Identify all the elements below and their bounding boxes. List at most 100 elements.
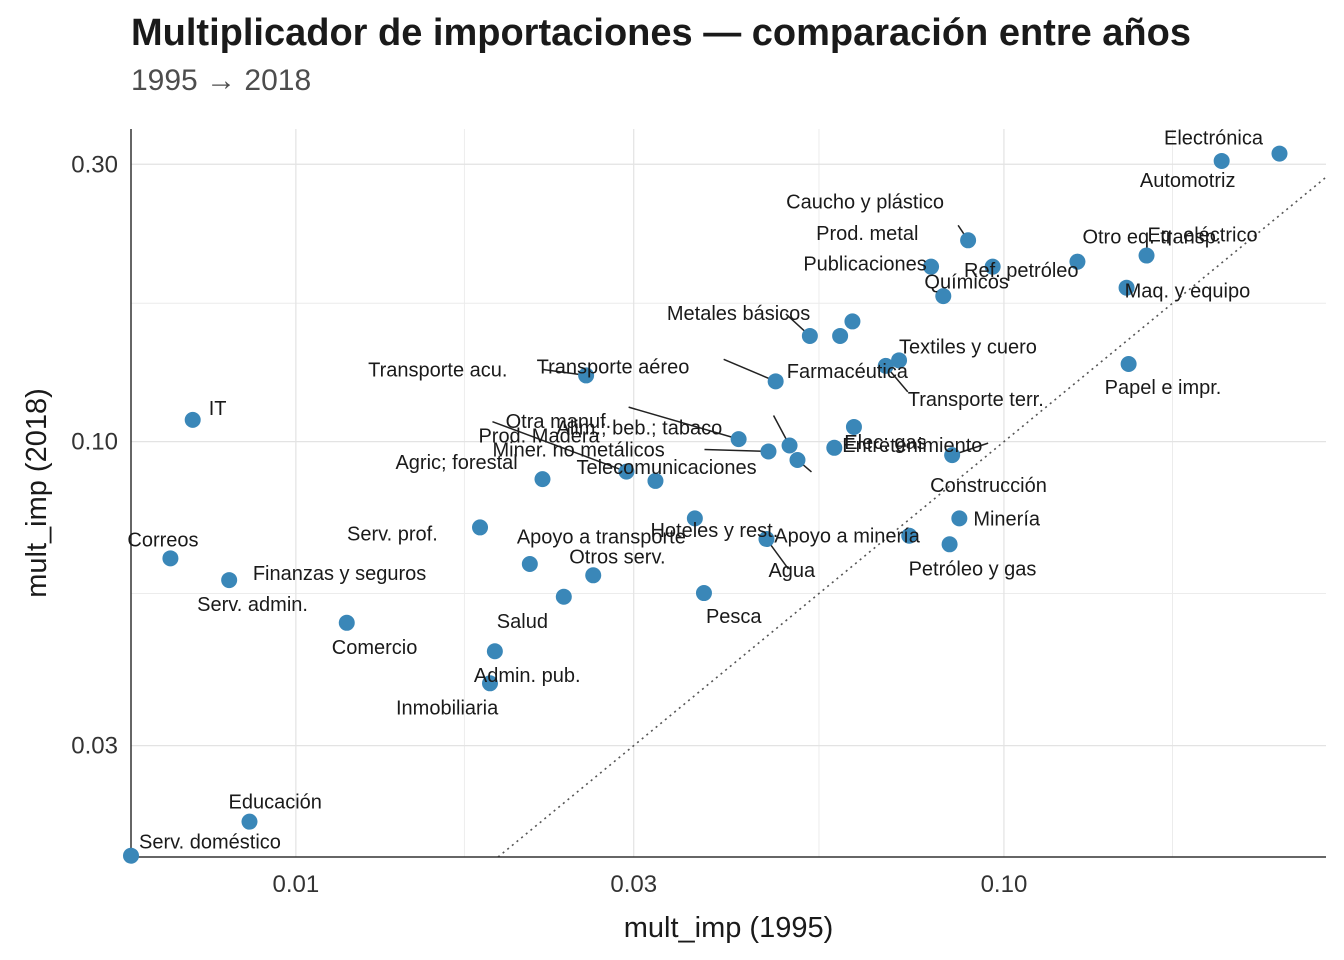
point-label: Entretenimiento bbox=[842, 435, 982, 457]
data-point bbox=[789, 451, 806, 468]
data-point bbox=[832, 327, 849, 344]
data-point bbox=[555, 588, 572, 605]
point-label: Agua bbox=[768, 560, 816, 582]
data-point bbox=[923, 258, 940, 275]
data-point bbox=[801, 327, 818, 344]
data-point bbox=[486, 643, 503, 660]
data-point bbox=[472, 519, 489, 536]
data-point bbox=[877, 357, 894, 374]
point-label: Hoteles y rest. bbox=[650, 520, 778, 542]
point-label: Petróleo y gas bbox=[909, 558, 1037, 580]
y-tick-label: 0.30 bbox=[71, 151, 118, 178]
leader-line bbox=[723, 358, 776, 383]
point-label: Minería bbox=[973, 508, 1041, 530]
x-tick-label: 0.01 bbox=[273, 871, 320, 898]
data-point bbox=[221, 572, 238, 589]
data-point bbox=[647, 472, 664, 489]
data-point bbox=[481, 675, 498, 692]
data-point bbox=[521, 555, 538, 572]
point-label: Alim.; beb.; tabaco bbox=[557, 417, 723, 439]
data-point bbox=[845, 418, 862, 435]
data-point bbox=[951, 510, 968, 527]
data-point bbox=[758, 531, 775, 548]
point-label: Prod. metal bbox=[816, 223, 918, 245]
x-tick-label: 0.03 bbox=[610, 871, 657, 898]
point-label: Transporte acu. bbox=[368, 359, 507, 381]
point-label: Caucho y plástico bbox=[786, 191, 944, 213]
point-label: Maq. y equipo bbox=[1125, 281, 1251, 303]
grid-lines bbox=[131, 129, 1326, 857]
identity-line bbox=[497, 176, 1327, 858]
data-point bbox=[730, 431, 747, 448]
data-point bbox=[935, 288, 952, 305]
point-label: Agric; forestal bbox=[395, 452, 517, 474]
point-label: Admin. pub. bbox=[474, 665, 581, 687]
data-point bbox=[960, 232, 977, 249]
data-point bbox=[1069, 253, 1086, 270]
point-label: Publicaciones bbox=[803, 254, 926, 276]
point-label: Correos bbox=[127, 529, 198, 551]
point-labels: Electrónica Automotriz Caucho y plástico Ot… bbox=[127, 128, 1263, 854]
data-point bbox=[760, 443, 777, 460]
y-tick-label: 0.10 bbox=[71, 429, 118, 456]
point-label: Automotriz bbox=[1140, 170, 1236, 192]
axes: 0.01 0.03 0.10 0.03 0.10 0.30 bbox=[71, 129, 1326, 898]
y-tick-label: 0.03 bbox=[71, 733, 118, 760]
point-label: Eq. eléctrico bbox=[1148, 225, 1258, 247]
point-label: Otra manuf. bbox=[506, 411, 612, 433]
reference-line bbox=[497, 176, 1327, 858]
data-point bbox=[123, 847, 139, 864]
data-point bbox=[781, 437, 798, 454]
chart-title: Multiplicador de importaciones — compara… bbox=[131, 12, 1191, 54]
point-label: Educación bbox=[228, 792, 321, 814]
data-points bbox=[123, 145, 1288, 864]
data-point bbox=[944, 447, 961, 464]
point-label: IT bbox=[209, 398, 227, 420]
point-label: Serv. doméstico bbox=[139, 832, 281, 854]
data-point bbox=[585, 567, 602, 584]
point-label: Pesca bbox=[706, 606, 762, 628]
point-label: Otros serv. bbox=[569, 546, 665, 568]
leader-line bbox=[492, 420, 627, 473]
data-point bbox=[1138, 247, 1155, 264]
data-point bbox=[241, 813, 258, 830]
data-point bbox=[686, 510, 703, 527]
point-label: Telecomunicaciones bbox=[576, 457, 756, 479]
point-label: Miner. no metálicos bbox=[492, 439, 664, 461]
data-point bbox=[1213, 152, 1230, 169]
data-point bbox=[891, 352, 908, 369]
data-point bbox=[578, 367, 595, 384]
leader-line bbox=[704, 448, 769, 453]
x-tick-label: 0.10 bbox=[981, 871, 1028, 898]
data-point bbox=[767, 373, 784, 390]
point-label: Inmobiliaria bbox=[396, 697, 499, 719]
y-axis-title: mult_imp (2018) bbox=[21, 388, 53, 598]
point-label: Transporte terr. bbox=[908, 389, 1044, 411]
chart-subtitle: 1995 → 2018 bbox=[131, 64, 312, 97]
point-label: Metales básicos bbox=[667, 303, 810, 325]
point-label: Construcción bbox=[930, 475, 1047, 497]
data-point bbox=[984, 258, 1001, 275]
data-point bbox=[901, 527, 918, 544]
data-point bbox=[695, 585, 712, 602]
data-point bbox=[1120, 356, 1137, 373]
point-label: Transporte aéreo bbox=[537, 356, 690, 378]
point-label: Químicos bbox=[924, 272, 1008, 294]
data-point bbox=[184, 411, 201, 428]
leader-line bbox=[628, 406, 739, 440]
data-point bbox=[338, 614, 355, 631]
data-point bbox=[941, 536, 958, 553]
point-label: Farmacéutica bbox=[787, 361, 909, 383]
data-point bbox=[844, 313, 861, 330]
point-label: Comercio bbox=[332, 637, 418, 659]
data-point bbox=[618, 463, 635, 480]
point-label: Apoyo a transporte bbox=[517, 526, 686, 548]
data-point bbox=[534, 471, 551, 488]
point-label: Serv. prof. bbox=[347, 523, 438, 545]
point-label: Textiles y cuero bbox=[899, 336, 1037, 358]
point-label: Ref. petróleo bbox=[964, 260, 1079, 282]
point-label: Electrónica bbox=[1164, 128, 1264, 150]
point-label: Finanzas y seguros bbox=[253, 563, 426, 585]
point-label: Papel e impr. bbox=[1105, 377, 1222, 399]
